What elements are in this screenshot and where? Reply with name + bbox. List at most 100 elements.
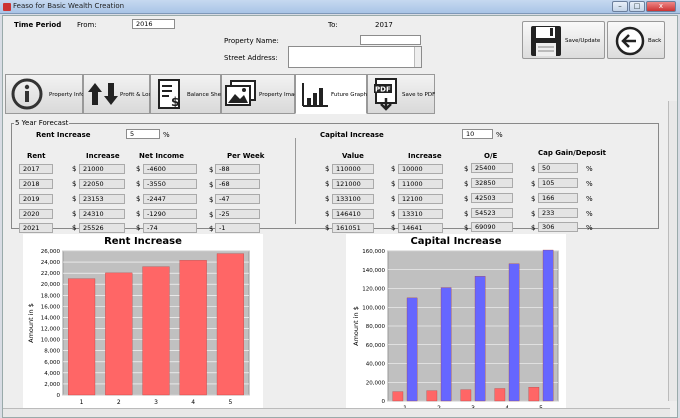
street-address-label: Street Address:	[224, 54, 278, 62]
value-cell: 110000	[332, 164, 374, 174]
back-arrow-icon	[615, 26, 645, 56]
col-header-increase: Increase	[86, 152, 120, 160]
tab-property-image[interactable]: Property Image	[221, 74, 301, 114]
dollar-sign: $	[531, 195, 536, 203]
cap-increase-cell: 13310	[398, 209, 443, 219]
tab-save-to-pdf[interactable]: PDF Save to PDF	[367, 74, 435, 114]
cap-increase-cell: 11000	[398, 179, 443, 189]
col-header-rent: Rent	[27, 152, 46, 160]
y-tick-label: 12,000	[41, 327, 61, 333]
dollar-sign: $	[136, 180, 141, 188]
x-tick-label: 3	[154, 399, 158, 406]
main-window: Time Period From: 2016 To: 2017 Property…	[2, 15, 678, 418]
back-button[interactable]: Back	[607, 21, 665, 59]
dollar-sign: $	[391, 210, 396, 218]
minimize-button[interactable]: –	[612, 1, 628, 12]
dollar-sign: $	[464, 195, 469, 203]
horizontal-scrollbar[interactable]	[3, 408, 670, 417]
bar	[440, 287, 452, 402]
rent-increase-cell: 23153	[79, 194, 125, 204]
dollar-sign: $	[391, 224, 396, 232]
dollar-sign: $	[531, 224, 536, 232]
percent-sign: %	[163, 131, 170, 139]
rent-increase-cell: 21000	[79, 164, 125, 174]
dollar-sign: $	[325, 165, 330, 173]
x-tick-label: 5	[228, 399, 232, 406]
dollar-sign: $	[325, 180, 330, 188]
per-week-cell: -88	[215, 164, 260, 174]
cap-increase-cell: 12100	[398, 194, 443, 204]
document-dollar-icon: $	[158, 79, 180, 109]
net-income-cell: -1290	[143, 209, 197, 219]
panel-divider	[295, 138, 296, 224]
save-update-button[interactable]: Save/Update	[522, 21, 605, 59]
y-tick-label: 120,000	[362, 287, 385, 293]
dollar-sign: $	[464, 210, 469, 218]
property-name-field[interactable]	[360, 35, 421, 45]
col-header-value: Value	[342, 152, 364, 160]
col-header-cap-gain-deposit: Cap Gain/Deposit	[538, 149, 607, 157]
dollar-sign: $	[209, 196, 214, 204]
dollar-sign: $	[464, 180, 469, 188]
tab-profit-loss[interactable]: Profit & Loss	[83, 74, 154, 114]
tab-balance-sheet[interactable]: $ Balance Sheet	[150, 74, 227, 114]
capital-increase-label: Capital Increase	[320, 131, 384, 139]
y-tick-label: 26,000	[41, 249, 61, 255]
percent-sign: %	[586, 210, 593, 218]
dollar-sign: $	[325, 195, 330, 203]
tab-label: Property Image	[259, 92, 302, 98]
svg-text:$: $	[171, 95, 179, 109]
net-income-cell: -2447	[143, 194, 197, 204]
maximize-button[interactable]: □	[629, 1, 645, 12]
rent-year-cell: 2021	[19, 223, 53, 233]
per-week-cell: -1	[215, 223, 260, 233]
rent-increase-chart: Rent Increase 0 2,000 4,000 6,000 8,000 10,000…	[23, 234, 263, 412]
cap-increase-cell: 10000	[398, 164, 443, 174]
vertical-scrollbar[interactable]	[668, 101, 677, 401]
tab-property-info[interactable]: Property Info	[5, 74, 84, 114]
pdf-icon: PDF	[374, 78, 397, 111]
tab-future-graphs[interactable]: Future Graphs	[295, 74, 370, 114]
rent-year-cell: 2018	[19, 179, 53, 189]
x-tick-label: 4	[191, 399, 195, 406]
y-tick-label: 80,000	[366, 324, 386, 330]
from-year-field[interactable]: 2016	[132, 19, 175, 29]
cap-gain-cell: 50	[538, 163, 578, 173]
y-tick-label: 10,000	[41, 338, 61, 344]
capital-increase-chart: Capital Increase 0 20,000 40,000 60,000 80,00…	[346, 234, 566, 412]
percent-sign: %	[586, 165, 593, 173]
dollar-sign: $	[136, 224, 141, 232]
y-tick-label: 160,000	[362, 249, 385, 255]
rent-increase-field[interactable]: 5	[126, 129, 160, 139]
col-header-net-income: Net Income	[139, 152, 184, 160]
address-scrollbar[interactable]	[414, 47, 421, 67]
y-tick-label: 18,000	[41, 293, 61, 299]
to-year-value: 2017	[375, 21, 393, 29]
net-income-cell: -74	[143, 223, 197, 233]
tab-label: Profit & Loss	[120, 92, 155, 98]
dollar-sign: $	[136, 210, 141, 218]
close-button[interactable]: x	[646, 1, 676, 12]
bar	[474, 276, 486, 402]
bar	[494, 388, 506, 402]
dollar-sign: $	[391, 165, 396, 173]
info-icon	[11, 78, 43, 110]
percent-sign: %	[586, 195, 593, 203]
value-cell: 146410	[332, 209, 374, 219]
capital-increase-chart-svg: Capital Increase 0 20,000 40,000 60,000 80,00…	[352, 236, 559, 412]
y-tick-label: 22,000	[41, 271, 61, 277]
y-tick-label: 6,000	[44, 360, 60, 366]
rent-year-cell: 2020	[19, 209, 53, 219]
y-tick-label: 8,000	[44, 349, 60, 355]
bar	[528, 387, 540, 402]
net-income-cell: -4600	[143, 164, 197, 174]
col-header-per-week: Per Week	[227, 152, 265, 160]
dollar-sign: $	[391, 180, 396, 188]
street-address-field[interactable]	[288, 46, 422, 68]
capital-increase-field[interactable]: 10	[462, 129, 493, 139]
dollar-sign: $	[209, 225, 214, 233]
dollar-sign: $	[136, 195, 141, 203]
x-tick-label: 1	[80, 399, 84, 406]
oe-cell: 42503	[471, 193, 513, 203]
save-update-label: Save/Update	[565, 38, 601, 44]
